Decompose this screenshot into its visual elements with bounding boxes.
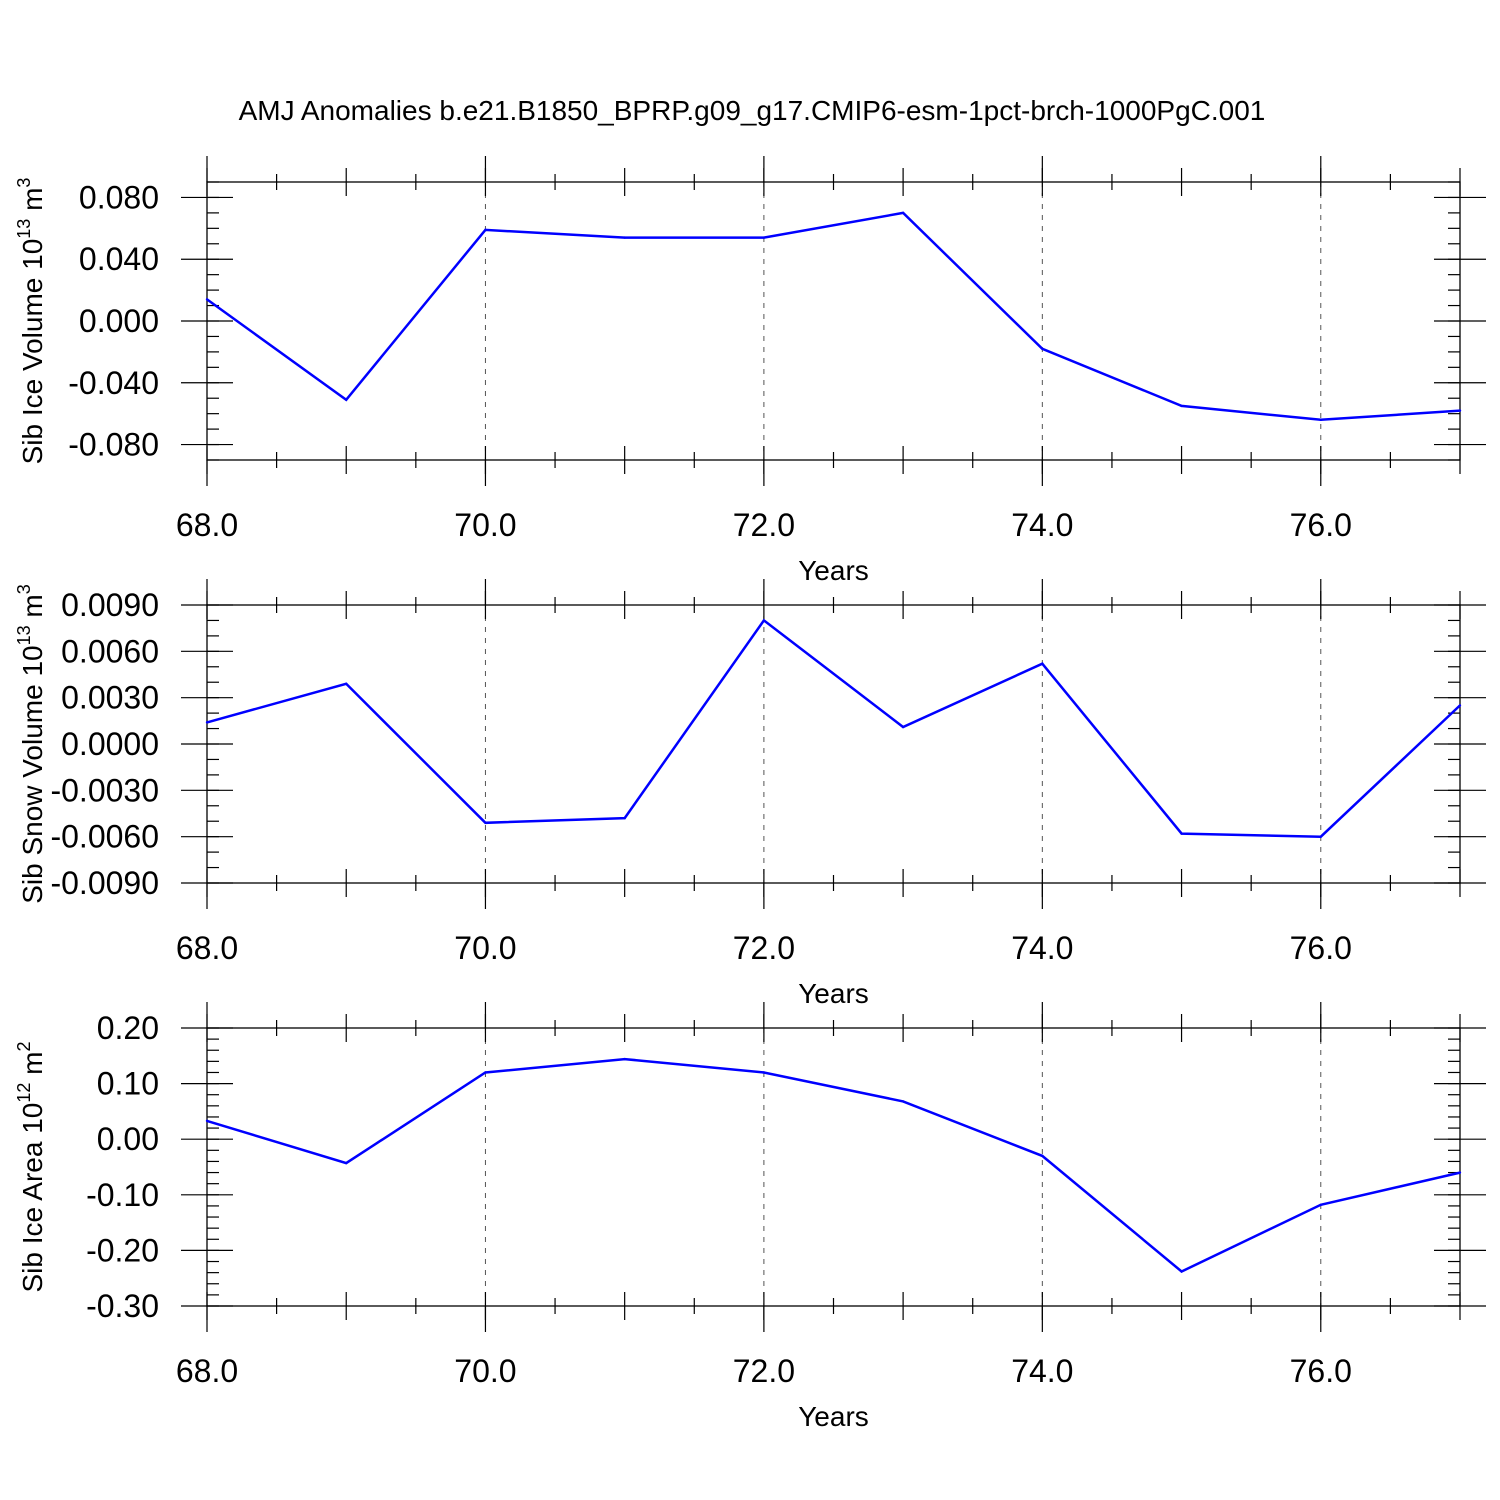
y-tick-label: 0.080	[79, 179, 159, 215]
data-point	[762, 236, 766, 239]
data-point	[1180, 404, 1183, 408]
x-tick-label: 68.0	[176, 930, 238, 966]
y-tick-label: 0.00	[97, 1121, 159, 1157]
y-axis-label: Sib Ice Area 1012 m2	[14, 1041, 48, 1292]
x-tick-label: 70.0	[454, 930, 516, 966]
data-point	[1041, 1154, 1044, 1158]
series-line	[206, 211, 1461, 422]
y-axis-label: Sib Ice Volume 1013 m3	[14, 178, 48, 465]
data-point	[1458, 1171, 1462, 1174]
y-tick-label: 0.0000	[61, 726, 159, 762]
y-tick-label: -0.10	[86, 1177, 159, 1213]
data-point	[1180, 832, 1183, 835]
x-axis-label: Years	[798, 978, 869, 1009]
y-tick-label: -0.080	[68, 427, 159, 463]
x-tick-label: 72.0	[733, 1353, 795, 1389]
y-tick-label: 0.0090	[61, 587, 159, 623]
series-line	[206, 618, 1461, 838]
y-tick-label: -0.040	[68, 365, 159, 401]
y-tick-label: 0.0060	[61, 633, 159, 669]
data-point	[1458, 409, 1462, 412]
y-tick-label: 0.20	[97, 1010, 159, 1046]
y-tick-label: -0.0060	[50, 819, 159, 855]
x-tick-label: 70.0	[454, 507, 516, 543]
data-point	[205, 298, 209, 301]
x-tick-label: 72.0	[733, 930, 795, 966]
x-tick-label: 76.0	[1290, 1353, 1352, 1389]
y-tick-label: 0.000	[79, 303, 159, 339]
data-point	[1458, 704, 1462, 707]
x-tick-label: 70.0	[454, 1353, 516, 1389]
plot-frame	[206, 1027, 1461, 1307]
x-tick-label: 76.0	[1290, 930, 1352, 966]
data-point	[345, 1161, 348, 1165]
data-point	[623, 1057, 626, 1061]
data-point	[762, 619, 766, 622]
data-point	[484, 228, 487, 232]
data-point	[901, 211, 905, 215]
data-point	[623, 236, 626, 239]
x-tick-label: 74.0	[1011, 507, 1073, 543]
data-point	[1180, 1270, 1183, 1273]
y-tick-label: -0.0090	[50, 865, 159, 901]
x-axis-label: Years	[798, 1401, 869, 1432]
y-tick-label: 0.10	[97, 1066, 159, 1102]
data-point	[901, 1100, 905, 1103]
data-point	[484, 1071, 487, 1074]
y-tick-label: 0.040	[79, 241, 159, 277]
plot-frame	[206, 604, 1461, 884]
series-line	[206, 1057, 1461, 1273]
data-point	[1319, 418, 1322, 422]
chart-panel-3: 0.20 0.10 0.00 -0.10 -0.20 -0.30 68.0 70.0 72.0 7…	[14, 1002, 1486, 1432]
x-tick-label: 72.0	[733, 507, 795, 543]
data-point	[345, 398, 348, 401]
data-point	[205, 721, 209, 724]
y-tick-label: 0.0030	[61, 680, 159, 716]
data-point	[901, 725, 905, 729]
data-point	[1041, 662, 1044, 665]
data-point	[1319, 835, 1322, 838]
chart-panel-2: 0.0090 0.0060 0.0030 0.0000 -0.0030 -0.0060 -0…	[14, 579, 1486, 1009]
data-point	[205, 1119, 209, 1123]
data-point	[1041, 347, 1044, 350]
x-tick-label: 74.0	[1011, 930, 1073, 966]
x-tick-label: 76.0	[1290, 507, 1352, 543]
y-tick-label: -0.20	[86, 1232, 159, 1268]
y-tick-label: -0.30	[86, 1288, 159, 1324]
data-point	[345, 682, 348, 685]
figure-title: AMJ Anomalies b.e21.B1850_BPRP.g09_g17.C…	[239, 95, 1266, 126]
x-tick-label: 68.0	[176, 507, 238, 543]
x-tick-label: 68.0	[176, 1353, 238, 1389]
x-tick-label: 74.0	[1011, 1353, 1073, 1389]
y-tick-label: -0.0030	[50, 772, 159, 808]
data-point	[623, 816, 626, 820]
data-point	[762, 1071, 766, 1074]
plot-frame	[206, 181, 1461, 461]
chart-panel-1: 0.080 0.040 0.000 -0.040 -0.080 68.0 70.0 72.0 7…	[14, 156, 1486, 586]
data-point	[484, 821, 487, 824]
panels: 0.080 0.040 0.000 -0.040 -0.080 68.0 70.0 72.0 7…	[14, 156, 1486, 1432]
y-axis-label: Sib Snow Volume 1013 m3	[14, 584, 48, 904]
x-axis-label: Years	[798, 555, 869, 586]
data-point	[1319, 1203, 1322, 1207]
